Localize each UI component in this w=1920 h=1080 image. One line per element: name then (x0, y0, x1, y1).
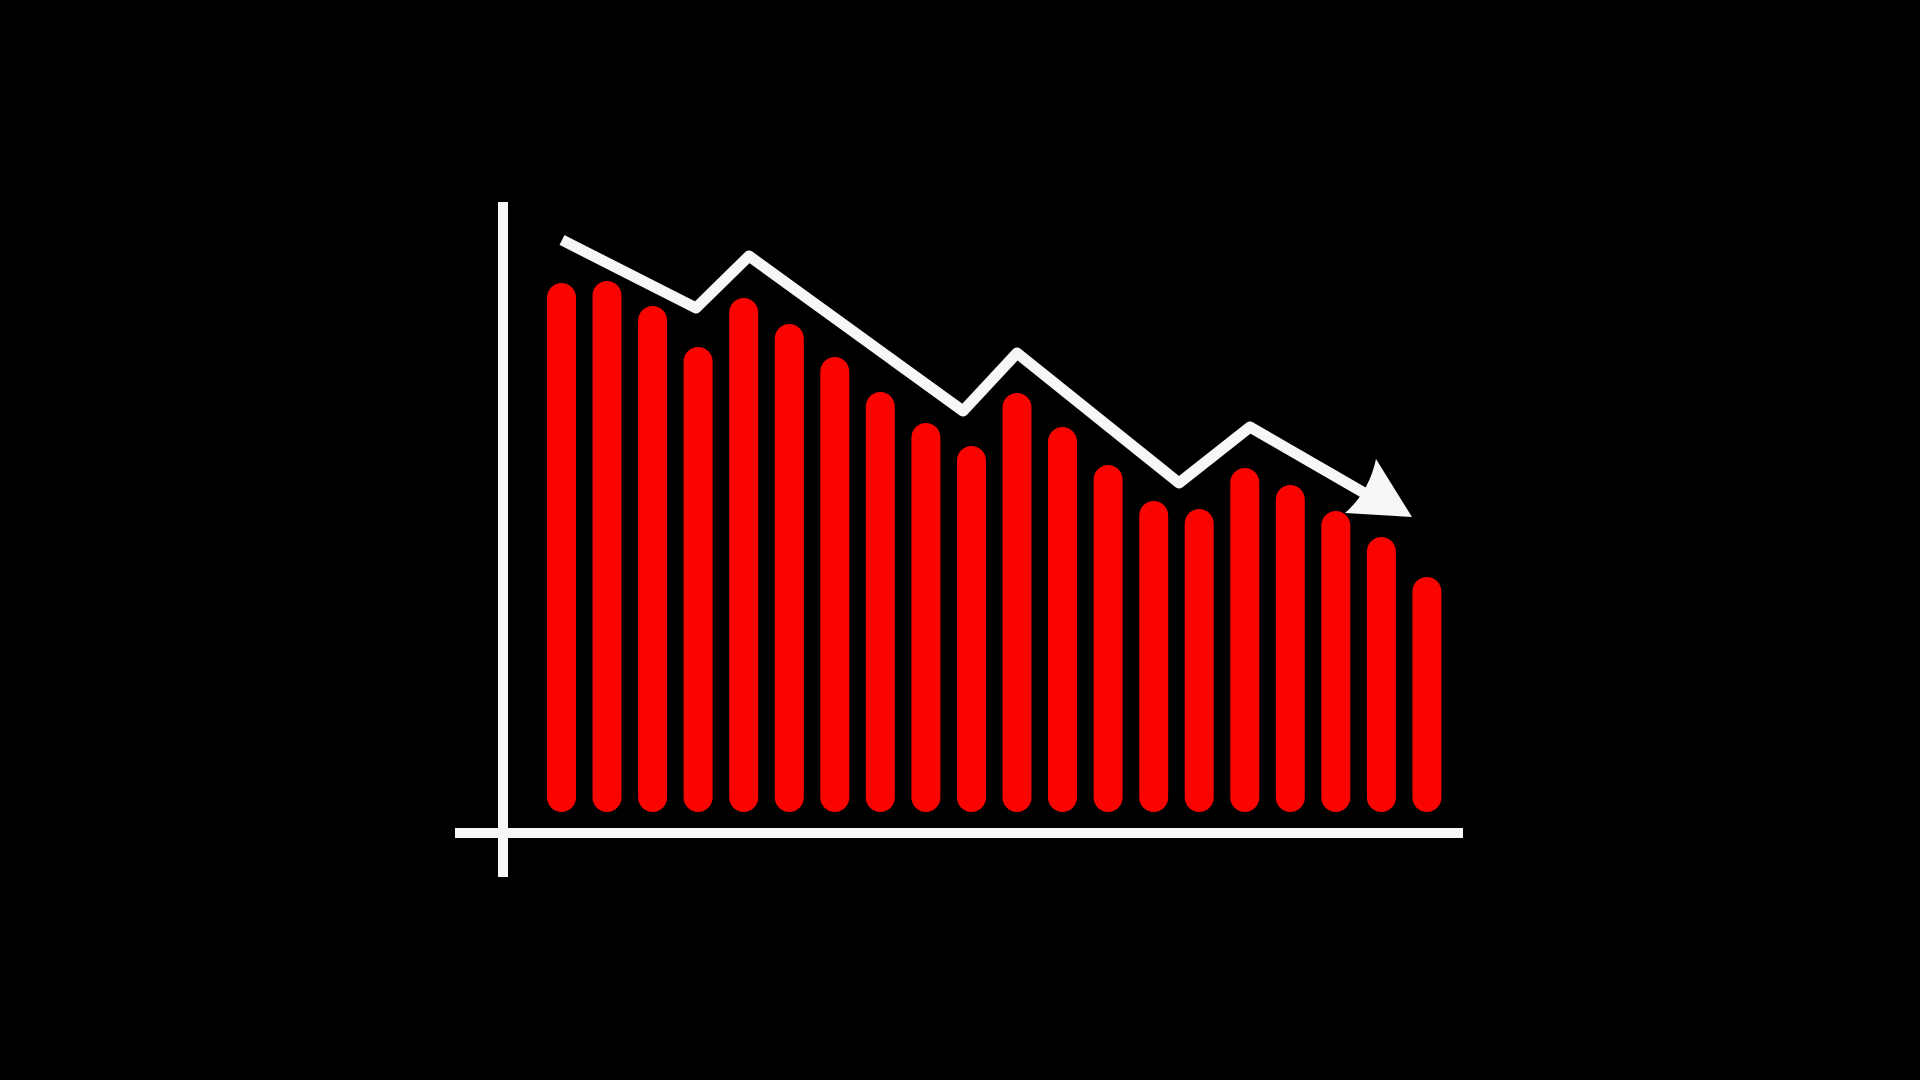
bar-18 (1321, 511, 1351, 812)
bar-11 (1002, 393, 1032, 812)
bar-15 (1184, 509, 1214, 812)
bar-7 (820, 357, 850, 812)
bar-6 (774, 324, 804, 812)
bar-10 (957, 446, 986, 812)
bar-5 (729, 298, 759, 812)
bar-13 (1093, 465, 1123, 812)
bar-19 (1366, 537, 1396, 812)
bar-12 (1048, 427, 1077, 812)
bar-17 (1275, 485, 1305, 812)
bar-2 (592, 281, 622, 812)
trend-arrowhead-icon (1345, 459, 1412, 517)
bar-1 (547, 283, 576, 812)
bar-9 (911, 423, 941, 812)
bar-4 (683, 347, 713, 812)
bar-16 (1230, 468, 1260, 812)
bar-20 (1412, 577, 1442, 812)
bar-8 (865, 392, 895, 812)
bar-14 (1139, 501, 1169, 812)
bar-3 (638, 306, 668, 812)
trend-line (559, 235, 1369, 499)
